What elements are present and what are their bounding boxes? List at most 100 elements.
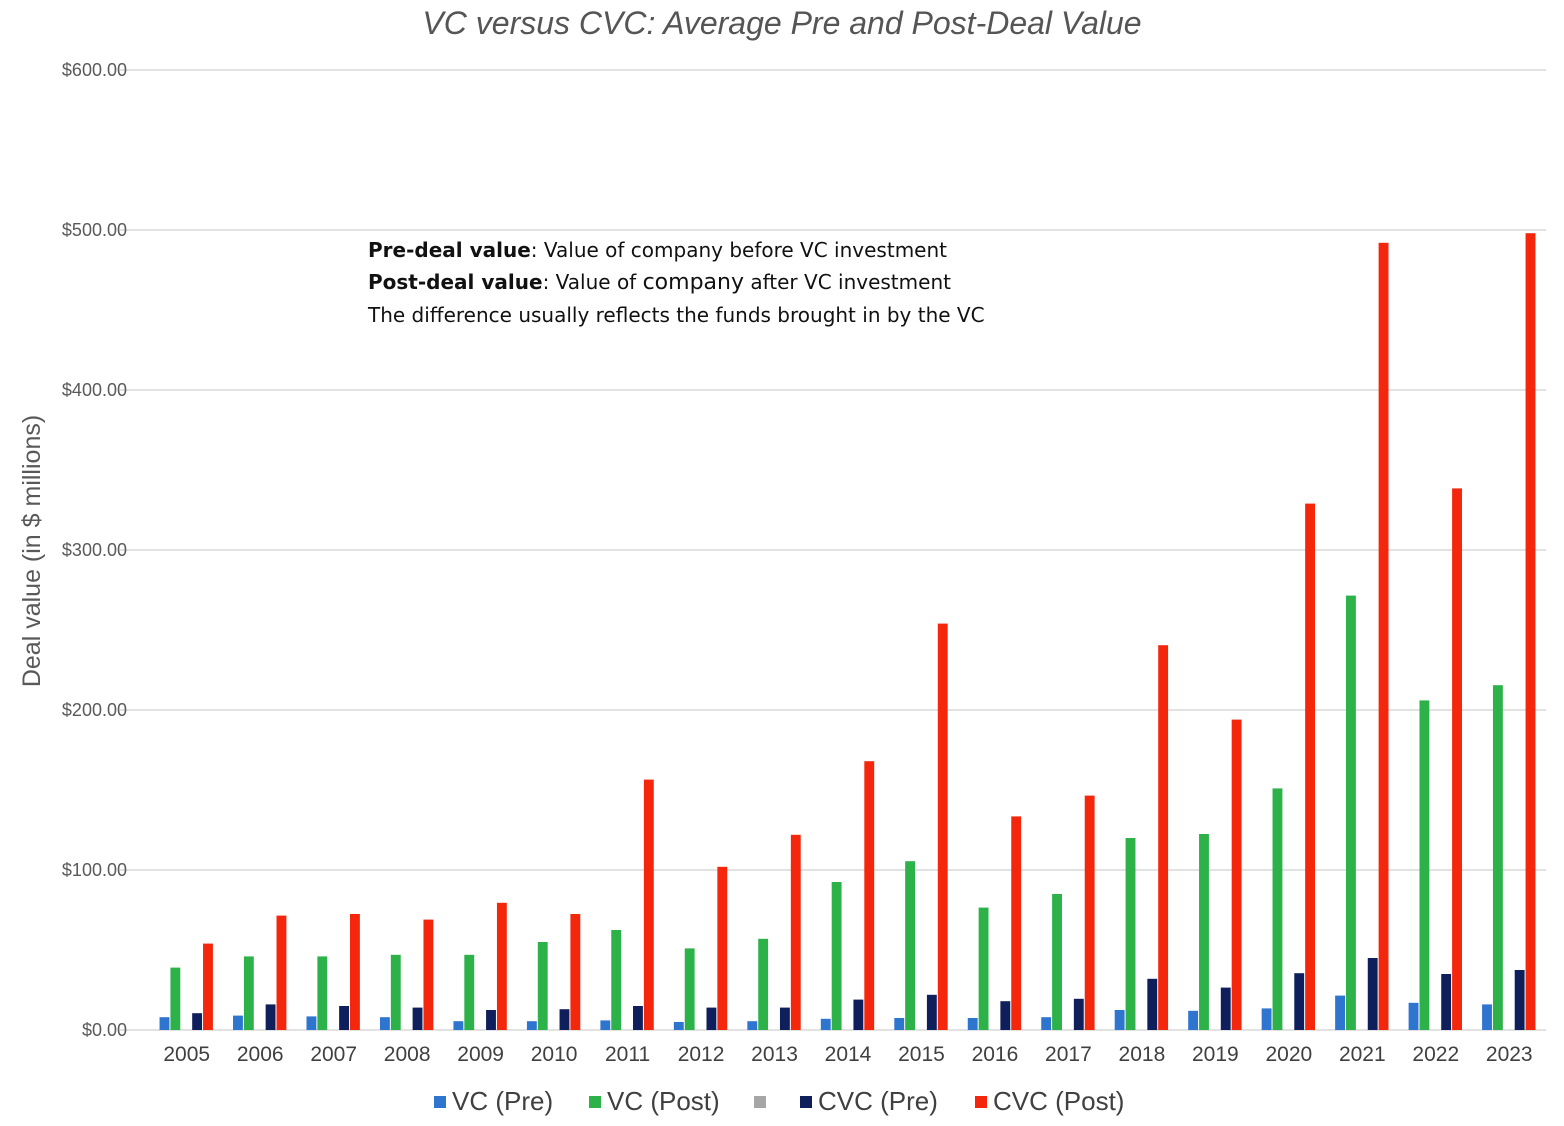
bar-cvc-pre-2023 <box>1514 970 1525 1030</box>
bar-vc-pre-2012 <box>673 1022 684 1030</box>
bar-cvc-post-2012 <box>717 866 728 1030</box>
definition-annotation: Pre-deal value: Value of company before … <box>368 234 985 331</box>
bar-vc-pre-2015 <box>894 1018 905 1030</box>
bar-vc-post-2010 <box>537 942 548 1030</box>
bar-cvc-pre-2020 <box>1294 973 1305 1030</box>
y-tick-label: $100.00 <box>62 860 127 880</box>
bar-cvc-pre-2018 <box>1147 978 1158 1030</box>
legend-swatch <box>589 1096 601 1108</box>
bar-vc-post-2022 <box>1419 700 1430 1030</box>
bar-cvc-pre-2006 <box>265 1004 276 1030</box>
bar-vc-post-2021 <box>1346 595 1356 1030</box>
bar-cvc-pre-2013 <box>779 1007 790 1030</box>
legend-label: CVC (Post) <box>993 1086 1124 1116</box>
bar-vc-post-2005 <box>170 967 181 1030</box>
bar-cvc-pre-2007 <box>339 1006 349 1030</box>
post-deal-definition-company: company <box>642 270 744 295</box>
bar-vc-post-2017 <box>1052 894 1062 1030</box>
bar-cvc-pre-2017 <box>1073 998 1084 1030</box>
x-tick-label: 2017 <box>1045 1043 1092 1066</box>
bar-cvc-post-2018 <box>1158 645 1169 1030</box>
bar-cvc-pre-2016 <box>1000 1001 1011 1030</box>
y-tick-label: $300.00 <box>62 540 127 560</box>
x-tick-label: 2022 <box>1412 1043 1459 1066</box>
bar-vc-post-2012 <box>684 948 695 1030</box>
legend-swatch <box>754 1096 766 1108</box>
bar-vc-pre-2011 <box>600 1020 611 1030</box>
bar-cvc-post-2014 <box>864 761 875 1030</box>
x-tick-label: 2008 <box>384 1043 431 1066</box>
x-tick-label: 2013 <box>751 1043 798 1066</box>
bar-cvc-pre-2008 <box>412 1007 423 1030</box>
bar-vc-post-2007 <box>317 956 328 1030</box>
bar-vc-post-2009 <box>464 954 475 1030</box>
x-tick-label: 2020 <box>1265 1043 1312 1066</box>
legend-swatch <box>975 1096 987 1108</box>
bar-vc-post-2019 <box>1199 834 1209 1030</box>
bar-vc-pre-2017 <box>1041 1017 1052 1030</box>
legend-label: VC (Pre) <box>452 1086 553 1116</box>
bar-cvc-pre-2011 <box>633 1006 643 1030</box>
x-axis-ticks: 2005 2006 2007 2008 2009 2010 2011 2012 2013 2014… <box>163 1043 1532 1066</box>
bar-cvc-pre-2010 <box>559 1009 570 1030</box>
x-tick-label: 2021 <box>1339 1043 1386 1066</box>
legend-label: CVC (Pre) <box>818 1086 938 1116</box>
bar-vc-pre-2006 <box>233 1015 243 1030</box>
bar-vc-pre-2018 <box>1114 1010 1125 1030</box>
bar-vc-post-2011 <box>611 930 622 1030</box>
bar-cvc-post-2011 <box>643 779 654 1030</box>
x-tick-label: 2007 <box>310 1043 357 1066</box>
x-tick-label: 2005 <box>163 1043 210 1066</box>
bar-vc-post-2023 <box>1492 685 1503 1030</box>
bar-vc-post-2015 <box>905 861 916 1030</box>
bar-vc-post-2014 <box>831 882 842 1030</box>
annotation-line-2: Post-deal value: Value of company after … <box>368 266 985 299</box>
y-tick-label: $400.00 <box>62 380 127 400</box>
bar-cvc-post-2015 <box>937 623 948 1030</box>
bar-vc-pre-2020 <box>1261 1008 1272 1030</box>
legend: VC (Pre) VC (Post) CVC (Pre) CVC (Post) <box>434 1086 1124 1116</box>
bar-cvc-post-2006 <box>276 915 287 1030</box>
legend-swatch <box>434 1096 446 1108</box>
annotation-difference-note: The difference usually reflects the fund… <box>368 303 985 327</box>
x-tick-label: 2023 <box>1486 1043 1533 1066</box>
x-tick-label: 2010 <box>531 1043 578 1066</box>
bars <box>159 233 1536 1031</box>
bar-vc-pre-2023 <box>1482 1004 1492 1030</box>
legend-label: VC (Post) <box>607 1086 720 1116</box>
bar-vc-post-2008 <box>390 954 401 1030</box>
bar-vc-pre-2010 <box>526 1021 537 1030</box>
bar-cvc-pre-2014 <box>853 999 864 1030</box>
bar-vc-pre-2008 <box>379 1017 390 1030</box>
bar-cvc-post-2007 <box>349 914 360 1030</box>
x-tick-label: 2018 <box>1119 1043 1166 1066</box>
bar-cvc-post-2009 <box>496 902 507 1030</box>
bar-cvc-post-2013 <box>790 834 801 1030</box>
bar-cvc-pre-2015 <box>926 994 937 1030</box>
bar-vc-pre-2019 <box>1188 1010 1199 1030</box>
gridlines <box>120 69 1546 1031</box>
bar-cvc-post-2017 <box>1084 795 1095 1030</box>
bar-cvc-post-2008 <box>423 919 434 1030</box>
bar-cvc-post-2022 <box>1452 488 1462 1030</box>
post-deal-term: Post-deal value <box>368 270 543 294</box>
bar-vc-pre-2013 <box>747 1021 758 1030</box>
bar-vc-pre-2022 <box>1408 1002 1419 1030</box>
bar-cvc-pre-2019 <box>1220 987 1231 1030</box>
bar-cvc-post-2010 <box>570 914 581 1030</box>
y-tick-label: $500.00 <box>62 220 127 240</box>
annotation-line-3: The difference usually reflects the fund… <box>368 299 985 331</box>
bar-vc-post-2018 <box>1125 838 1136 1030</box>
x-tick-label: 2019 <box>1192 1043 1239 1066</box>
pre-deal-term: Pre-deal value <box>368 238 531 262</box>
legend-swatch <box>800 1096 812 1108</box>
bar-vc-pre-2007 <box>306 1016 317 1030</box>
y-tick-label: $600.00 <box>62 60 127 80</box>
bar-cvc-pre-2021 <box>1367 958 1378 1030</box>
bar-cvc-pre-2022 <box>1441 974 1452 1030</box>
bar-vc-post-2020 <box>1272 788 1283 1030</box>
x-tick-label: 2009 <box>457 1043 504 1066</box>
bar-cvc-post-2021 <box>1378 242 1389 1031</box>
x-tick-label: 2012 <box>678 1043 725 1066</box>
